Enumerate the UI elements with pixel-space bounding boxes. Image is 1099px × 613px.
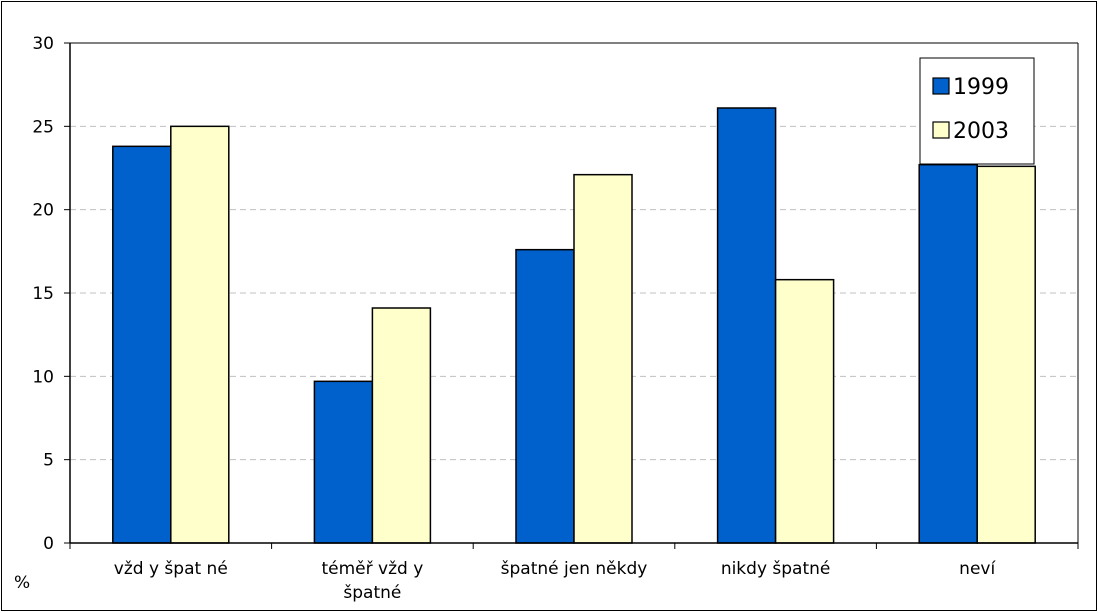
y-tick-label: 20 (32, 201, 54, 221)
y-tick-label: 30 (32, 34, 54, 54)
x-category-label: téměř vžd y špatné (322, 559, 424, 603)
bar-2003-3 (774, 278, 835, 544)
bar-1999-1 (313, 380, 374, 544)
y-tick-label: 15 (32, 284, 54, 304)
x-category-label: vžd y špat né (114, 559, 228, 579)
bar-1999-4 (918, 163, 978, 544)
y-tick-label: 0 (43, 534, 54, 554)
y-axis-label: % (14, 573, 30, 593)
bars (112, 107, 1036, 544)
axes (64, 42, 1079, 549)
bar-1999-3 (716, 107, 777, 544)
legend-swatch-1999 (932, 77, 950, 95)
legend-label-1999: 1999 (953, 75, 1009, 100)
bar-2003-1 (371, 307, 432, 544)
bar-1999-0 (112, 145, 172, 544)
y-tick-label: 5 (43, 451, 54, 471)
legend-swatch-2003 (932, 121, 950, 139)
legend-label-2003: 2003 (953, 119, 1009, 144)
legend: 1999 2003 (919, 57, 1035, 165)
x-category-label: špatné jen někdy (501, 559, 648, 579)
x-category-label: nikdy špatné (721, 559, 831, 579)
legend-box (919, 57, 1035, 165)
y-tick-label: 10 (32, 367, 54, 387)
x-category-label: neví (959, 559, 996, 579)
bar-2003-4 (976, 165, 1036, 544)
bar-2003-0 (170, 125, 230, 544)
bar-1999-2 (515, 248, 575, 544)
bar-2003-2 (573, 173, 633, 544)
axis-labels: 0 5 10 15 20 25 30 vžd y špat né téměř vžd y špat… (14, 34, 996, 603)
y-tick-label: 25 (32, 117, 54, 137)
